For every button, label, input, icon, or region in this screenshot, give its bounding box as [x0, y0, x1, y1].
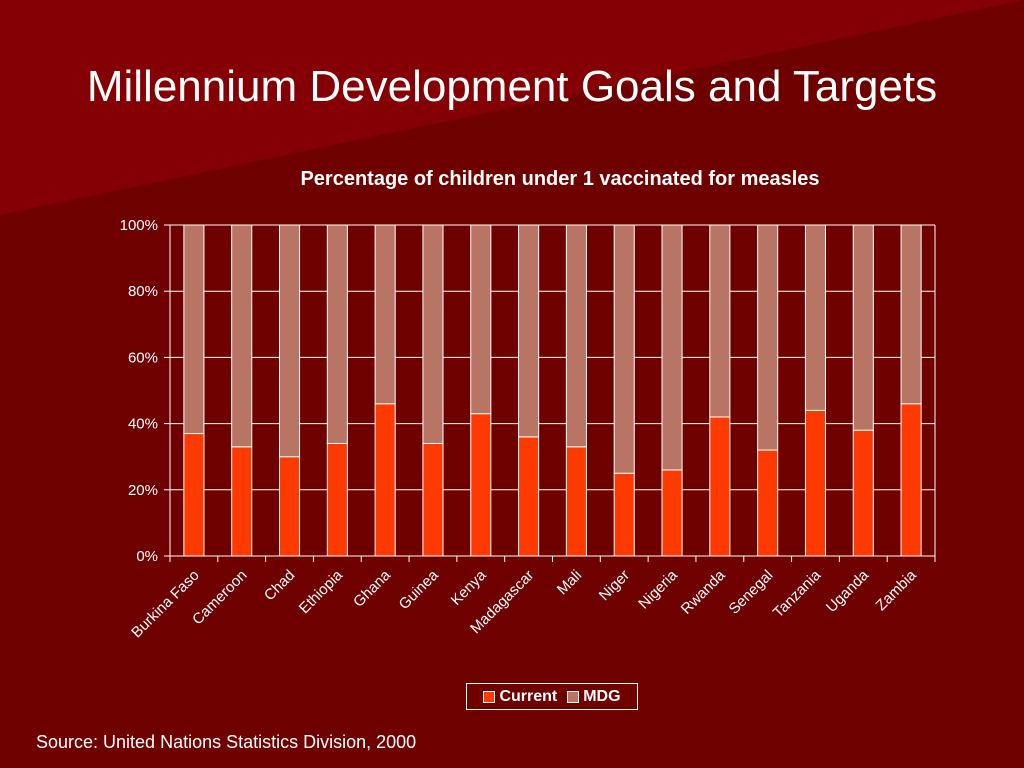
- bar-mdg: [326, 224, 348, 444]
- chart-legend: Current MDG: [466, 683, 638, 710]
- bar-current: [518, 436, 540, 557]
- bar-mdg: [613, 224, 635, 474]
- legend-label-mdg: MDG: [583, 687, 621, 705]
- x-tick-label: Rwanda: [678, 566, 729, 617]
- legend-swatch-mdg: [567, 690, 580, 703]
- x-tick-label: Nigeria: [635, 566, 681, 612]
- bar-current: [470, 413, 492, 557]
- bar-mdg: [518, 224, 540, 438]
- bar-mdg: [278, 224, 301, 458]
- y-tick-label: 60%: [128, 349, 158, 366]
- y-tick-label: 100%: [120, 217, 158, 234]
- bar-current: [804, 409, 827, 557]
- bar-current: [231, 446, 253, 557]
- bar-current: [278, 456, 301, 557]
- bar-current: [852, 429, 874, 557]
- y-tick-label: 40%: [128, 416, 158, 433]
- legend-item-mdg: MDG: [567, 687, 621, 706]
- source-note: Source: United Nations Statistics Divisi…: [36, 732, 417, 752]
- x-tick-label: Guinea: [396, 566, 443, 613]
- legend-swatch-current: [483, 690, 496, 703]
- bar-mdg: [183, 224, 205, 435]
- y-tick-label: 0%: [136, 548, 158, 565]
- x-tick-label: Ethiopia: [296, 566, 347, 617]
- bar-mdg: [422, 224, 444, 444]
- x-tick-label: Burkina Faso: [128, 567, 203, 642]
- bar-mdg: [374, 224, 396, 405]
- legend-item-current: Current: [483, 688, 557, 706]
- slide-title: Millennium Development Goals and Targets: [86, 62, 938, 111]
- y-tick-label: 80%: [128, 283, 158, 300]
- x-tick-label: Chad: [261, 567, 298, 604]
- bar-current: [326, 442, 348, 557]
- x-tick-label: Niger: [596, 567, 633, 604]
- x-tick-label: Ghana: [350, 566, 394, 610]
- x-tick-label: Uganda: [823, 566, 873, 616]
- bar-mdg: [900, 224, 922, 405]
- bar-current: [183, 433, 205, 557]
- bar-mdg: [757, 224, 779, 451]
- y-tick-label: 20%: [128, 482, 158, 499]
- bar-mdg: [661, 224, 683, 471]
- bar-current: [613, 472, 635, 557]
- x-tick-label: Zambia: [873, 566, 921, 614]
- bar-current: [900, 403, 922, 557]
- bar-mdg: [709, 224, 731, 418]
- bar-mdg: [852, 224, 874, 431]
- bar-mdg: [804, 224, 827, 411]
- bar-current: [709, 416, 731, 557]
- bar-mdg: [231, 224, 253, 448]
- legend-label-current: Current: [499, 687, 558, 705]
- bar-current: [422, 442, 444, 557]
- bar-current: [757, 449, 779, 557]
- bar-mdg: [470, 224, 492, 415]
- bar-mdg: [565, 224, 587, 448]
- x-tick-label: Mali: [554, 567, 585, 598]
- bar-current: [374, 403, 396, 557]
- x-tick-label: Tanzania: [770, 566, 825, 621]
- bar-current: [661, 469, 683, 557]
- x-tick-label: Kenya: [448, 566, 491, 609]
- chart-title: Percentage of children under 1 vaccinate…: [300, 168, 820, 190]
- x-tick-label: Senegal: [726, 567, 777, 618]
- bar-current: [565, 446, 587, 557]
